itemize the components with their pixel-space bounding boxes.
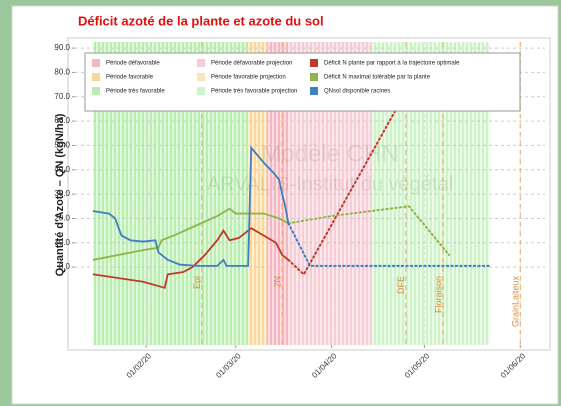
legend-label: Période très favorable projection (211, 89, 297, 95)
stage-label: 2N (273, 276, 283, 288)
y-tick-label: 80.0 (54, 68, 70, 77)
y-tick-label: 90.0 (54, 43, 70, 52)
legend-swatch (310, 87, 318, 95)
legend-label: Période favorable (106, 75, 154, 81)
y-tick-label: 60.0 (54, 116, 70, 125)
y-tick-label: 10.0 (54, 238, 70, 247)
legend-swatch (197, 87, 205, 95)
series-line (92, 145, 290, 267)
y-tick-label: 50.0 (54, 141, 70, 150)
legend-swatch (310, 59, 318, 67)
stage-label: DFE (396, 276, 406, 294)
watermark: Modèle CHN (261, 140, 398, 167)
legend-label: Période défavorable projection (211, 61, 292, 67)
y-tick-label: 20.0 (54, 214, 70, 223)
y-tick-label: 70.0 (54, 92, 70, 101)
band-stripes (266, 42, 289, 345)
chart-title: Déficit azoté de la plante et azote du s… (78, 13, 324, 28)
series-line (92, 227, 290, 289)
y-tick-label: 40.0 (54, 165, 70, 174)
stage-label: Floraison (433, 276, 443, 313)
legend-swatch (310, 73, 318, 81)
legend-swatch (92, 87, 100, 95)
legend-label: Déficit N maximal tolérable par la plant… (324, 75, 431, 81)
projection-line (287, 222, 491, 267)
legend-box (84, 52, 521, 112)
series-line (92, 207, 290, 261)
legend-swatch (92, 59, 100, 67)
legend-label: Période défavorable (106, 61, 160, 67)
stage-label: GrainLaiteux (511, 275, 521, 327)
watermark: ARVALIS-Institut du végétal (207, 173, 453, 195)
projection-line (287, 205, 451, 256)
legend-swatch (92, 73, 100, 81)
y-axis-title: Quantité d'Azote – QN (kgN/ha) (54, 113, 66, 276)
y-tick-label: 0.0 (59, 262, 71, 271)
legend-label: Période favorable projection (211, 75, 286, 81)
band-stripes (248, 42, 267, 345)
legend-label: QNsol disponible racines (324, 89, 390, 95)
legend-label: Déficit N plante par rapport à la trajec… (324, 61, 460, 67)
legend-swatch (197, 59, 205, 67)
y-tick-label: 30.0 (54, 189, 70, 198)
legend-label: Période très favorable (106, 89, 165, 95)
legend-swatch (197, 73, 205, 81)
stage-label: Epi (192, 276, 202, 289)
